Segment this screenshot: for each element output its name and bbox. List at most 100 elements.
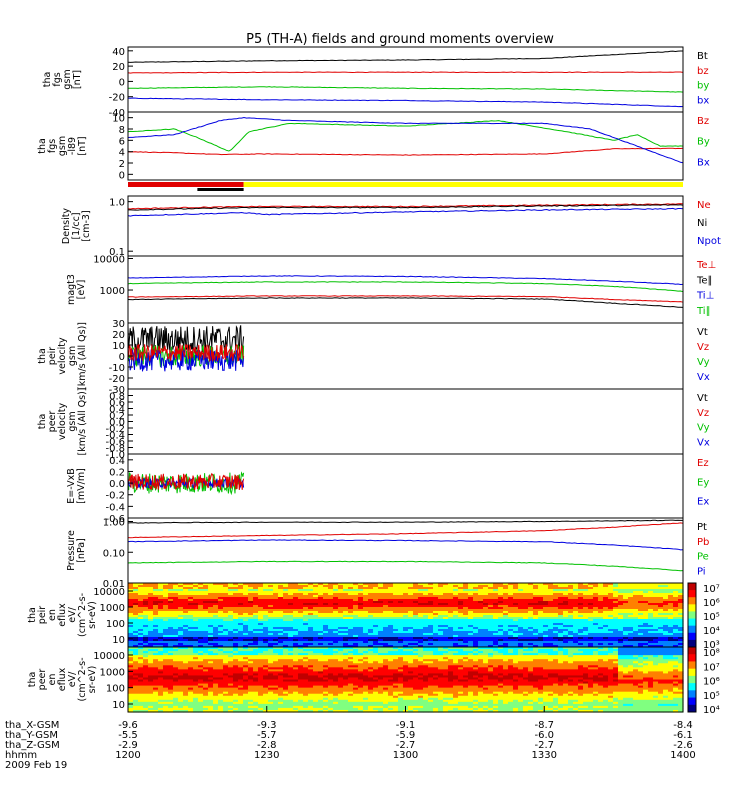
spectrogram-cell bbox=[508, 601, 514, 604]
spectrogram-cell bbox=[558, 615, 564, 618]
spectrogram-cell bbox=[598, 629, 604, 632]
spectrogram-cell bbox=[398, 615, 404, 618]
spectrogram-cell bbox=[213, 633, 219, 636]
spectrogram-cell bbox=[273, 691, 279, 695]
spectrogram-cell bbox=[218, 707, 224, 711]
spectrogram-cell bbox=[463, 633, 469, 636]
spectrogram-cell bbox=[283, 667, 289, 670]
spectrogram-cell bbox=[618, 595, 624, 598]
spectrogram-cell bbox=[298, 623, 304, 626]
spectrogram-cell bbox=[303, 607, 309, 610]
spectrogram-cell bbox=[143, 633, 149, 636]
spectrogram-cell bbox=[558, 617, 564, 620]
spectrogram-cell bbox=[563, 641, 569, 644]
spectrogram-cell bbox=[333, 603, 339, 606]
spectrogram-cell bbox=[278, 691, 284, 695]
spectrogram-cell bbox=[638, 629, 644, 632]
spectrogram-cell bbox=[353, 627, 359, 630]
spectrogram-cell bbox=[248, 625, 254, 628]
spectrogram-cell bbox=[153, 653, 159, 656]
spectrogram-cell bbox=[193, 639, 199, 642]
spectrogram-cell bbox=[203, 683, 209, 687]
spectrogram-cell bbox=[463, 631, 469, 634]
spectrogram-cell bbox=[193, 687, 199, 691]
spectrogram-cell bbox=[293, 669, 299, 672]
spectrogram-cell bbox=[483, 609, 489, 612]
spectrogram-cell bbox=[498, 595, 504, 598]
spectrogram-cell bbox=[208, 679, 214, 683]
spectrogram-cell bbox=[418, 601, 424, 604]
spectrogram-cell bbox=[183, 585, 189, 588]
spectrogram-cell bbox=[228, 615, 234, 618]
spectrogram-cell bbox=[278, 701, 284, 705]
spectrogram-cell bbox=[218, 603, 224, 606]
y-tick-label: -0.8 bbox=[105, 444, 125, 455]
spectrogram-cell bbox=[163, 699, 169, 703]
spectrogram-cell bbox=[223, 687, 229, 691]
spectrogram-cell bbox=[278, 657, 284, 660]
spectrogram-cell bbox=[438, 583, 444, 586]
spectrogram-cell bbox=[188, 661, 194, 664]
spectrogram-cell bbox=[213, 599, 219, 602]
spectrogram-cell bbox=[463, 635, 469, 638]
spectrogram-cell bbox=[138, 601, 144, 604]
spectrogram-cell bbox=[218, 619, 224, 622]
spectrogram-cell bbox=[508, 619, 514, 622]
y-label-line: -l89 bbox=[67, 137, 78, 155]
spectrogram-cell bbox=[383, 593, 389, 596]
spectrogram-cell bbox=[158, 651, 164, 654]
legend-Ne: Ne bbox=[697, 200, 711, 211]
spectrogram-cell bbox=[483, 603, 489, 606]
spectrogram-cell bbox=[188, 675, 194, 679]
spectrogram-cell bbox=[283, 641, 289, 644]
spectrogram-cell bbox=[673, 641, 679, 644]
spectrogram-cell bbox=[588, 587, 594, 590]
spectrogram-cell bbox=[163, 613, 169, 616]
spectrogram-cell bbox=[258, 601, 264, 604]
spectrogram-cell bbox=[313, 591, 319, 594]
spectrogram-cell bbox=[203, 653, 209, 656]
spectrogram-cell bbox=[208, 655, 214, 658]
spectrogram-cell bbox=[208, 585, 214, 588]
spectrogram-cell bbox=[598, 605, 604, 608]
spectrogram-cell bbox=[613, 591, 619, 594]
spectrogram-cell bbox=[668, 633, 674, 636]
spectrogram-cell bbox=[488, 635, 494, 638]
spectrogram-cell bbox=[648, 627, 654, 630]
spectrogram-cell bbox=[303, 677, 309, 681]
spectrogram-cell bbox=[318, 605, 324, 608]
spectrogram-cell bbox=[533, 585, 539, 588]
spectrogram-cell bbox=[583, 629, 589, 632]
spectrogram-cell bbox=[148, 705, 154, 709]
spectrogram-cell bbox=[183, 615, 189, 618]
spectrogram-cell bbox=[348, 627, 354, 630]
spectrogram-cell bbox=[288, 621, 294, 624]
spectrogram-cell bbox=[168, 629, 174, 632]
spectrogram-cell bbox=[493, 621, 499, 624]
spectrogram-cell bbox=[228, 639, 234, 642]
spectrogram-cell bbox=[148, 623, 154, 626]
spectrogram-cell bbox=[293, 631, 299, 634]
spectrogram-cell bbox=[163, 651, 169, 654]
spectrogram-cell bbox=[283, 689, 289, 693]
spectrogram-cell bbox=[193, 703, 199, 707]
spectrogram-cell bbox=[218, 611, 224, 614]
spectrogram-cell bbox=[158, 583, 164, 586]
spectrogram-cell bbox=[168, 707, 174, 711]
spectrogram-cell bbox=[593, 587, 599, 590]
spectrogram-cell bbox=[363, 635, 369, 638]
spectrogram-cell bbox=[363, 609, 369, 612]
spectrogram-cell bbox=[313, 611, 319, 614]
spectrogram-cell bbox=[298, 609, 304, 612]
spectrogram-cell bbox=[428, 603, 434, 606]
spectrogram-cell bbox=[278, 661, 284, 664]
spectrogram-cell bbox=[278, 613, 284, 616]
spectrogram-cell bbox=[213, 661, 219, 664]
spectrogram-cell bbox=[613, 587, 619, 590]
spectrogram-cell bbox=[408, 637, 414, 640]
spectrogram-cell bbox=[198, 645, 204, 648]
spectrogram-cell bbox=[673, 583, 679, 586]
spectrogram-cell bbox=[663, 635, 669, 638]
spectrogram-cell bbox=[348, 603, 354, 606]
spectrogram-cell bbox=[568, 605, 574, 608]
